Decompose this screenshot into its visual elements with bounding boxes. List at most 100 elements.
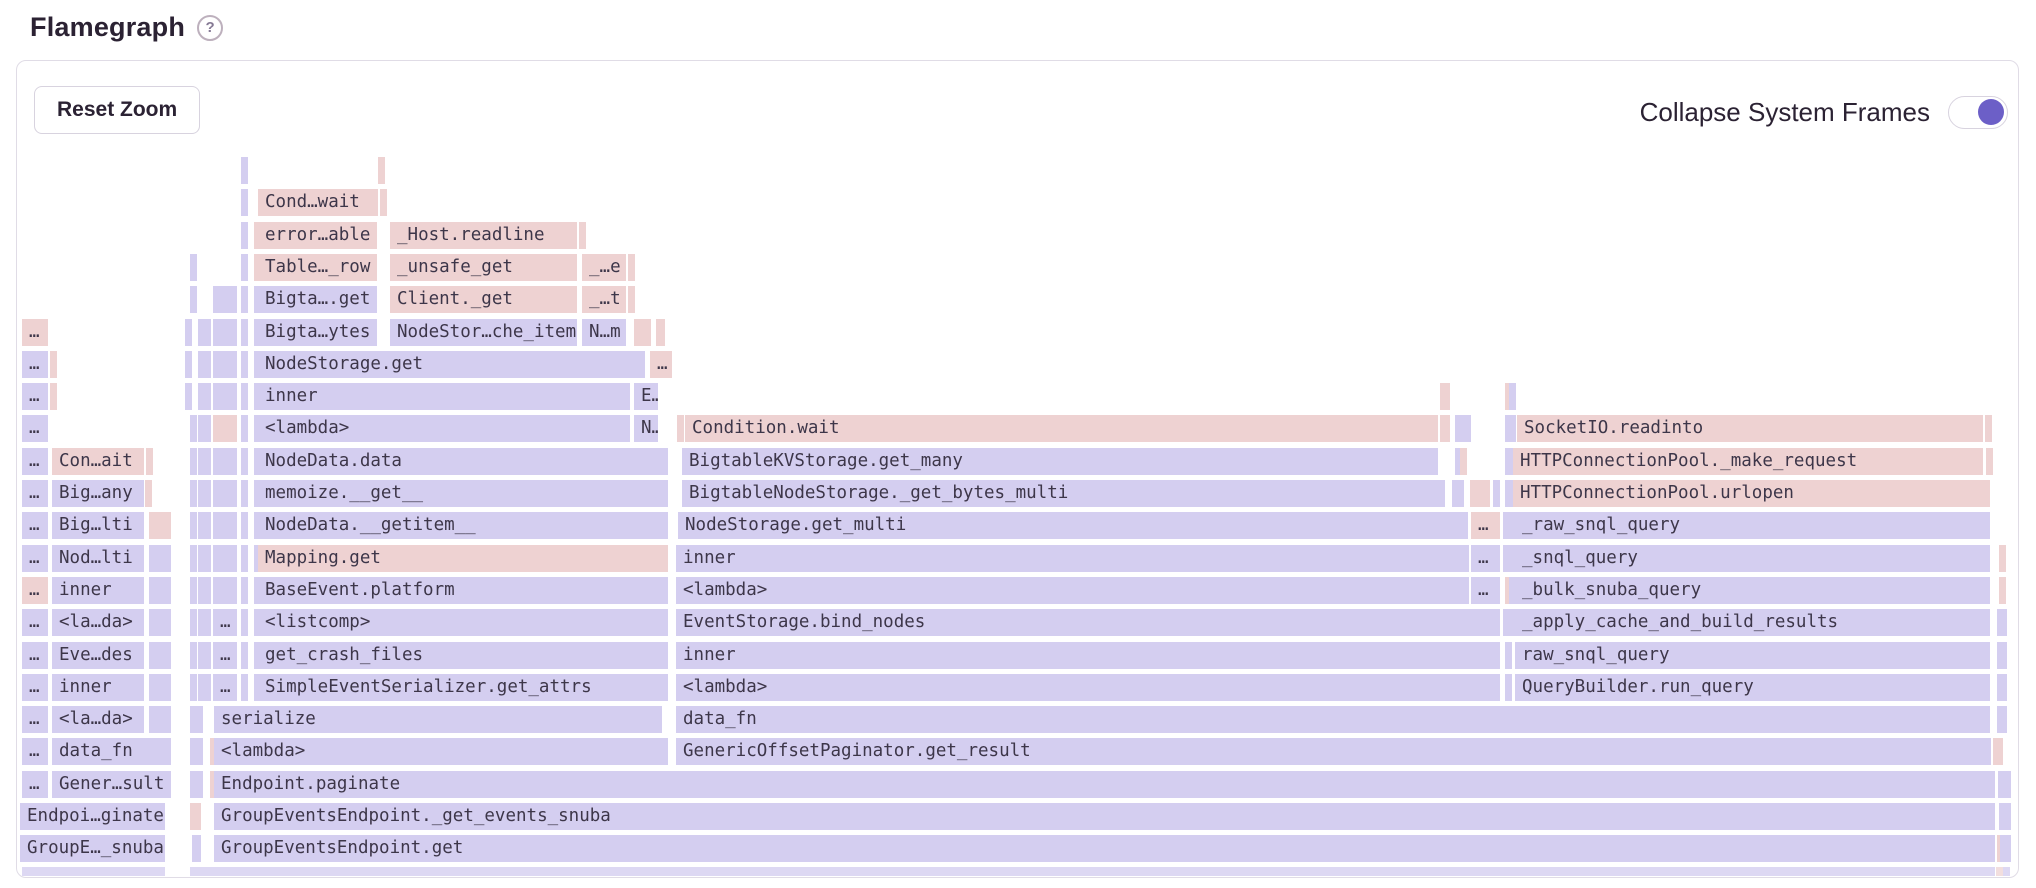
flame-frame[interactable]	[204, 545, 211, 572]
flame-frame[interactable]	[1509, 448, 1516, 475]
flame-frame[interactable]	[1505, 383, 1512, 410]
flame-frame[interactable]	[190, 642, 197, 669]
flame-frame[interactable]: N…m	[582, 319, 626, 346]
flame-frame[interactable]	[145, 480, 152, 507]
flame-frame[interactable]: _raw_snql_query	[1515, 512, 1990, 539]
flame-frame[interactable]	[2003, 867, 2010, 876]
flame-frame[interactable]	[213, 577, 237, 604]
flame-frame[interactable]: _…e	[582, 254, 626, 281]
flame-frame[interactable]: _snql_query	[1515, 545, 1990, 572]
flame-frame[interactable]	[2004, 835, 2011, 862]
flame-frame[interactable]	[149, 674, 171, 701]
flame-frame[interactable]: …	[22, 706, 48, 733]
flame-frame[interactable]	[213, 383, 237, 410]
flame-frame[interactable]	[1508, 545, 1515, 572]
flame-frame[interactable]	[149, 706, 171, 733]
flame-frame[interactable]	[241, 415, 248, 442]
flame-frame[interactable]	[204, 383, 211, 410]
flame-frame[interactable]	[254, 512, 261, 539]
flame-frame[interactable]: BigtableNodeStorage._get_bytes_multi	[682, 480, 1445, 507]
flame-frame[interactable]	[254, 254, 261, 281]
flame-frame[interactable]: EventStorage.bind_nodes	[676, 609, 1500, 636]
flame-frame[interactable]: Cond…wait	[258, 189, 378, 216]
flame-frame[interactable]	[204, 448, 211, 475]
flame-frame[interactable]: …	[22, 319, 48, 346]
flame-frame[interactable]	[1505, 642, 1512, 669]
flame-frame[interactable]	[254, 609, 261, 636]
flame-frame[interactable]	[185, 319, 192, 346]
flame-frame[interactable]	[1460, 415, 1467, 442]
flame-frame[interactable]	[2000, 609, 2007, 636]
flame-frame[interactable]	[149, 545, 171, 572]
flame-frame[interactable]	[1509, 383, 1516, 410]
flame-frame[interactable]	[213, 415, 237, 442]
flame-frame[interactable]	[677, 415, 684, 442]
flame-frame[interactable]: <la…da>	[52, 609, 144, 636]
flame-frame[interactable]	[196, 706, 203, 733]
flame-frame[interactable]	[1999, 577, 2006, 604]
flame-frame[interactable]	[2004, 803, 2011, 830]
flame-frame[interactable]: memoize.__get__	[258, 480, 668, 507]
flame-frame[interactable]	[1999, 545, 2006, 572]
flame-frame[interactable]: NodeStorage.get_multi	[678, 512, 1468, 539]
flame-frame[interactable]	[656, 319, 665, 346]
flame-frame[interactable]: GroupEventsEndpoint.get	[214, 835, 1995, 862]
flame-frame[interactable]: Endpoi…ginate	[20, 803, 165, 830]
flame-frame[interactable]	[210, 738, 217, 765]
flame-frame[interactable]: error…able	[258, 222, 377, 249]
flame-frame[interactable]	[198, 448, 205, 475]
flame-frame[interactable]	[185, 383, 192, 410]
flame-frame[interactable]: …	[22, 448, 48, 475]
flame-frame[interactable]	[204, 609, 211, 636]
flame-frame[interactable]: …	[22, 415, 48, 442]
flame-frame[interactable]: data_fn	[676, 706, 1990, 733]
flame-frame[interactable]: BigtableKVStorage.get_many	[682, 448, 1438, 475]
flame-frame[interactable]: …	[213, 642, 237, 669]
flame-frame[interactable]	[241, 319, 248, 346]
flame-frame[interactable]	[1508, 512, 1515, 539]
flame-frame[interactable]: GroupE…_snuba	[20, 835, 165, 862]
flame-frame[interactable]	[198, 577, 205, 604]
flame-frame[interactable]	[198, 415, 205, 442]
flame-frame[interactable]	[254, 480, 261, 507]
flame-frame[interactable]: GroupEventsEndpoint._get_events_snuba	[214, 803, 1995, 830]
flame-frame[interactable]: …	[22, 545, 48, 572]
flame-frame[interactable]: SocketIO.readinto	[1517, 415, 1983, 442]
flame-frame[interactable]	[198, 351, 205, 378]
flame-frame[interactable]	[190, 254, 197, 281]
flame-frame[interactable]	[241, 448, 248, 475]
flame-frame[interactable]: HTTPConnectionPool._make_request	[1513, 448, 1983, 475]
flame-frame[interactable]: …	[22, 609, 48, 636]
flame-frame[interactable]	[2000, 674, 2007, 701]
flame-frame[interactable]: Nod…lti	[52, 545, 144, 572]
flame-frame[interactable]: Table…_row	[258, 254, 377, 281]
flame-frame[interactable]: Endpoint.paginate	[214, 771, 1995, 798]
flame-frame[interactable]	[254, 545, 261, 572]
flame-frame[interactable]	[149, 609, 171, 636]
flame-frame[interactable]	[190, 867, 1995, 876]
flame-frame[interactable]	[1455, 415, 1462, 442]
flame-frame[interactable]	[254, 286, 261, 313]
flame-frame[interactable]	[1503, 512, 1510, 539]
help-icon[interactable]: ?	[197, 14, 224, 41]
flame-frame[interactable]	[190, 448, 197, 475]
flame-frame[interactable]: SimpleEventSerializer.get_attrs	[258, 674, 668, 701]
flame-frame[interactable]	[204, 480, 211, 507]
flame-frame[interactable]: inner	[52, 674, 144, 701]
flame-frame[interactable]	[1460, 448, 1467, 475]
flame-frame[interactable]	[198, 642, 205, 669]
flame-frame[interactable]	[190, 577, 197, 604]
flame-frame[interactable]	[204, 512, 211, 539]
flame-frame[interactable]	[190, 286, 197, 313]
flame-frame[interactable]: …	[22, 642, 48, 669]
collapse-system-frames-toggle[interactable]	[1948, 96, 2008, 129]
flame-frame[interactable]	[254, 222, 261, 249]
flame-frame[interactable]	[254, 577, 261, 604]
flame-frame[interactable]: _Host.readline	[390, 222, 577, 249]
flame-frame[interactable]	[198, 512, 205, 539]
flame-frame[interactable]: NodeData.data	[258, 448, 668, 475]
flame-frame[interactable]: <lambda>	[676, 577, 1469, 604]
flame-frame[interactable]: …	[22, 674, 48, 701]
flame-frame[interactable]	[1457, 480, 1464, 507]
